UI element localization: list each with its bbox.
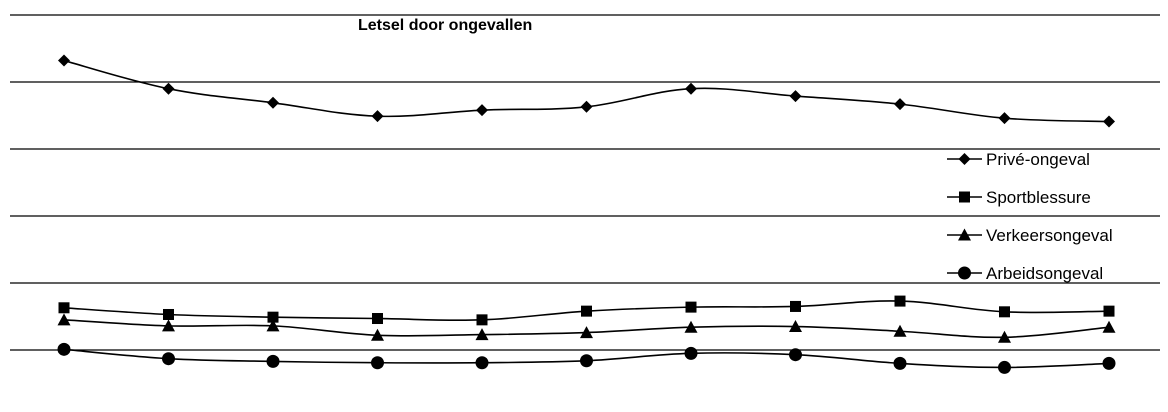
data-point-triangle bbox=[1102, 320, 1116, 333]
chart-title: Letsel door ongevallen bbox=[358, 17, 532, 34]
data-point-square bbox=[163, 308, 174, 320]
data-point-circle bbox=[580, 354, 593, 368]
gridlines bbox=[10, 14, 1160, 351]
legend-label: Arbeidsongeval bbox=[986, 264, 1103, 283]
data-point-triangle bbox=[162, 319, 175, 332]
data-point-square bbox=[685, 301, 697, 313]
series-1 bbox=[58, 54, 1115, 128]
data-point-square bbox=[999, 306, 1010, 318]
series-3 bbox=[57, 313, 1116, 343]
data-point-circle bbox=[684, 346, 698, 360]
series-2 bbox=[58, 295, 1115, 326]
data-point-circle bbox=[1102, 356, 1116, 370]
data-point-square bbox=[790, 300, 801, 312]
data-point-square bbox=[267, 311, 279, 323]
data-point-triangle bbox=[893, 324, 907, 337]
data-point-triangle bbox=[57, 313, 71, 326]
data-point-circle bbox=[475, 356, 489, 370]
legend-marker-circle bbox=[958, 266, 971, 280]
data-point-circle bbox=[789, 348, 802, 362]
data-point-circle bbox=[57, 342, 71, 356]
data-point-circle bbox=[998, 360, 1011, 374]
data-point-diamond bbox=[267, 96, 279, 109]
legend-marker-diamond bbox=[958, 153, 971, 165]
data-point-square bbox=[58, 302, 70, 314]
data-point-triangle bbox=[998, 330, 1011, 343]
data-point-diamond bbox=[476, 104, 488, 117]
data-point-circle bbox=[162, 352, 175, 366]
legend-item: Privé-ongeval bbox=[947, 150, 1090, 169]
data-point-square bbox=[1103, 305, 1115, 317]
legend-marker-triangle bbox=[958, 228, 971, 241]
data-point-triangle bbox=[580, 326, 593, 339]
legend-label: Privé-ongeval bbox=[986, 150, 1090, 169]
data-point-triangle bbox=[684, 320, 698, 333]
legend-label: Sportblessure bbox=[986, 188, 1091, 207]
series-4 bbox=[57, 342, 1116, 374]
data-point-square bbox=[372, 313, 383, 325]
legend-item: Arbeidsongeval bbox=[947, 264, 1103, 283]
data-point-triangle bbox=[371, 328, 384, 341]
data-point-triangle bbox=[789, 320, 802, 333]
data-point-square bbox=[476, 314, 488, 326]
data-point-diamond bbox=[58, 54, 70, 67]
series-lines bbox=[57, 54, 1116, 374]
data-point-square bbox=[894, 295, 906, 307]
legend-item: Verkeersongeval bbox=[947, 226, 1113, 245]
data-point-diamond bbox=[580, 100, 593, 113]
data-point-circle bbox=[266, 354, 280, 368]
legend-item: Sportblessure bbox=[947, 188, 1091, 207]
data-point-circle bbox=[893, 356, 907, 370]
legend-marker-square bbox=[959, 191, 970, 203]
data-point-triangle bbox=[475, 328, 489, 341]
legend: Privé-ongeval Sportblessure Verkeersongeva… bbox=[947, 150, 1113, 283]
data-point-square bbox=[581, 305, 592, 317]
data-point-diamond bbox=[685, 82, 697, 95]
data-point-diamond bbox=[371, 110, 384, 123]
data-point-diamond bbox=[894, 98, 906, 111]
legend-label: Verkeersongeval bbox=[986, 226, 1113, 245]
data-point-diamond bbox=[1103, 115, 1115, 128]
data-point-diamond bbox=[998, 112, 1011, 125]
data-point-diamond bbox=[162, 82, 175, 95]
data-point-triangle bbox=[266, 319, 280, 332]
data-point-diamond bbox=[789, 90, 802, 103]
data-point-circle bbox=[371, 356, 384, 370]
